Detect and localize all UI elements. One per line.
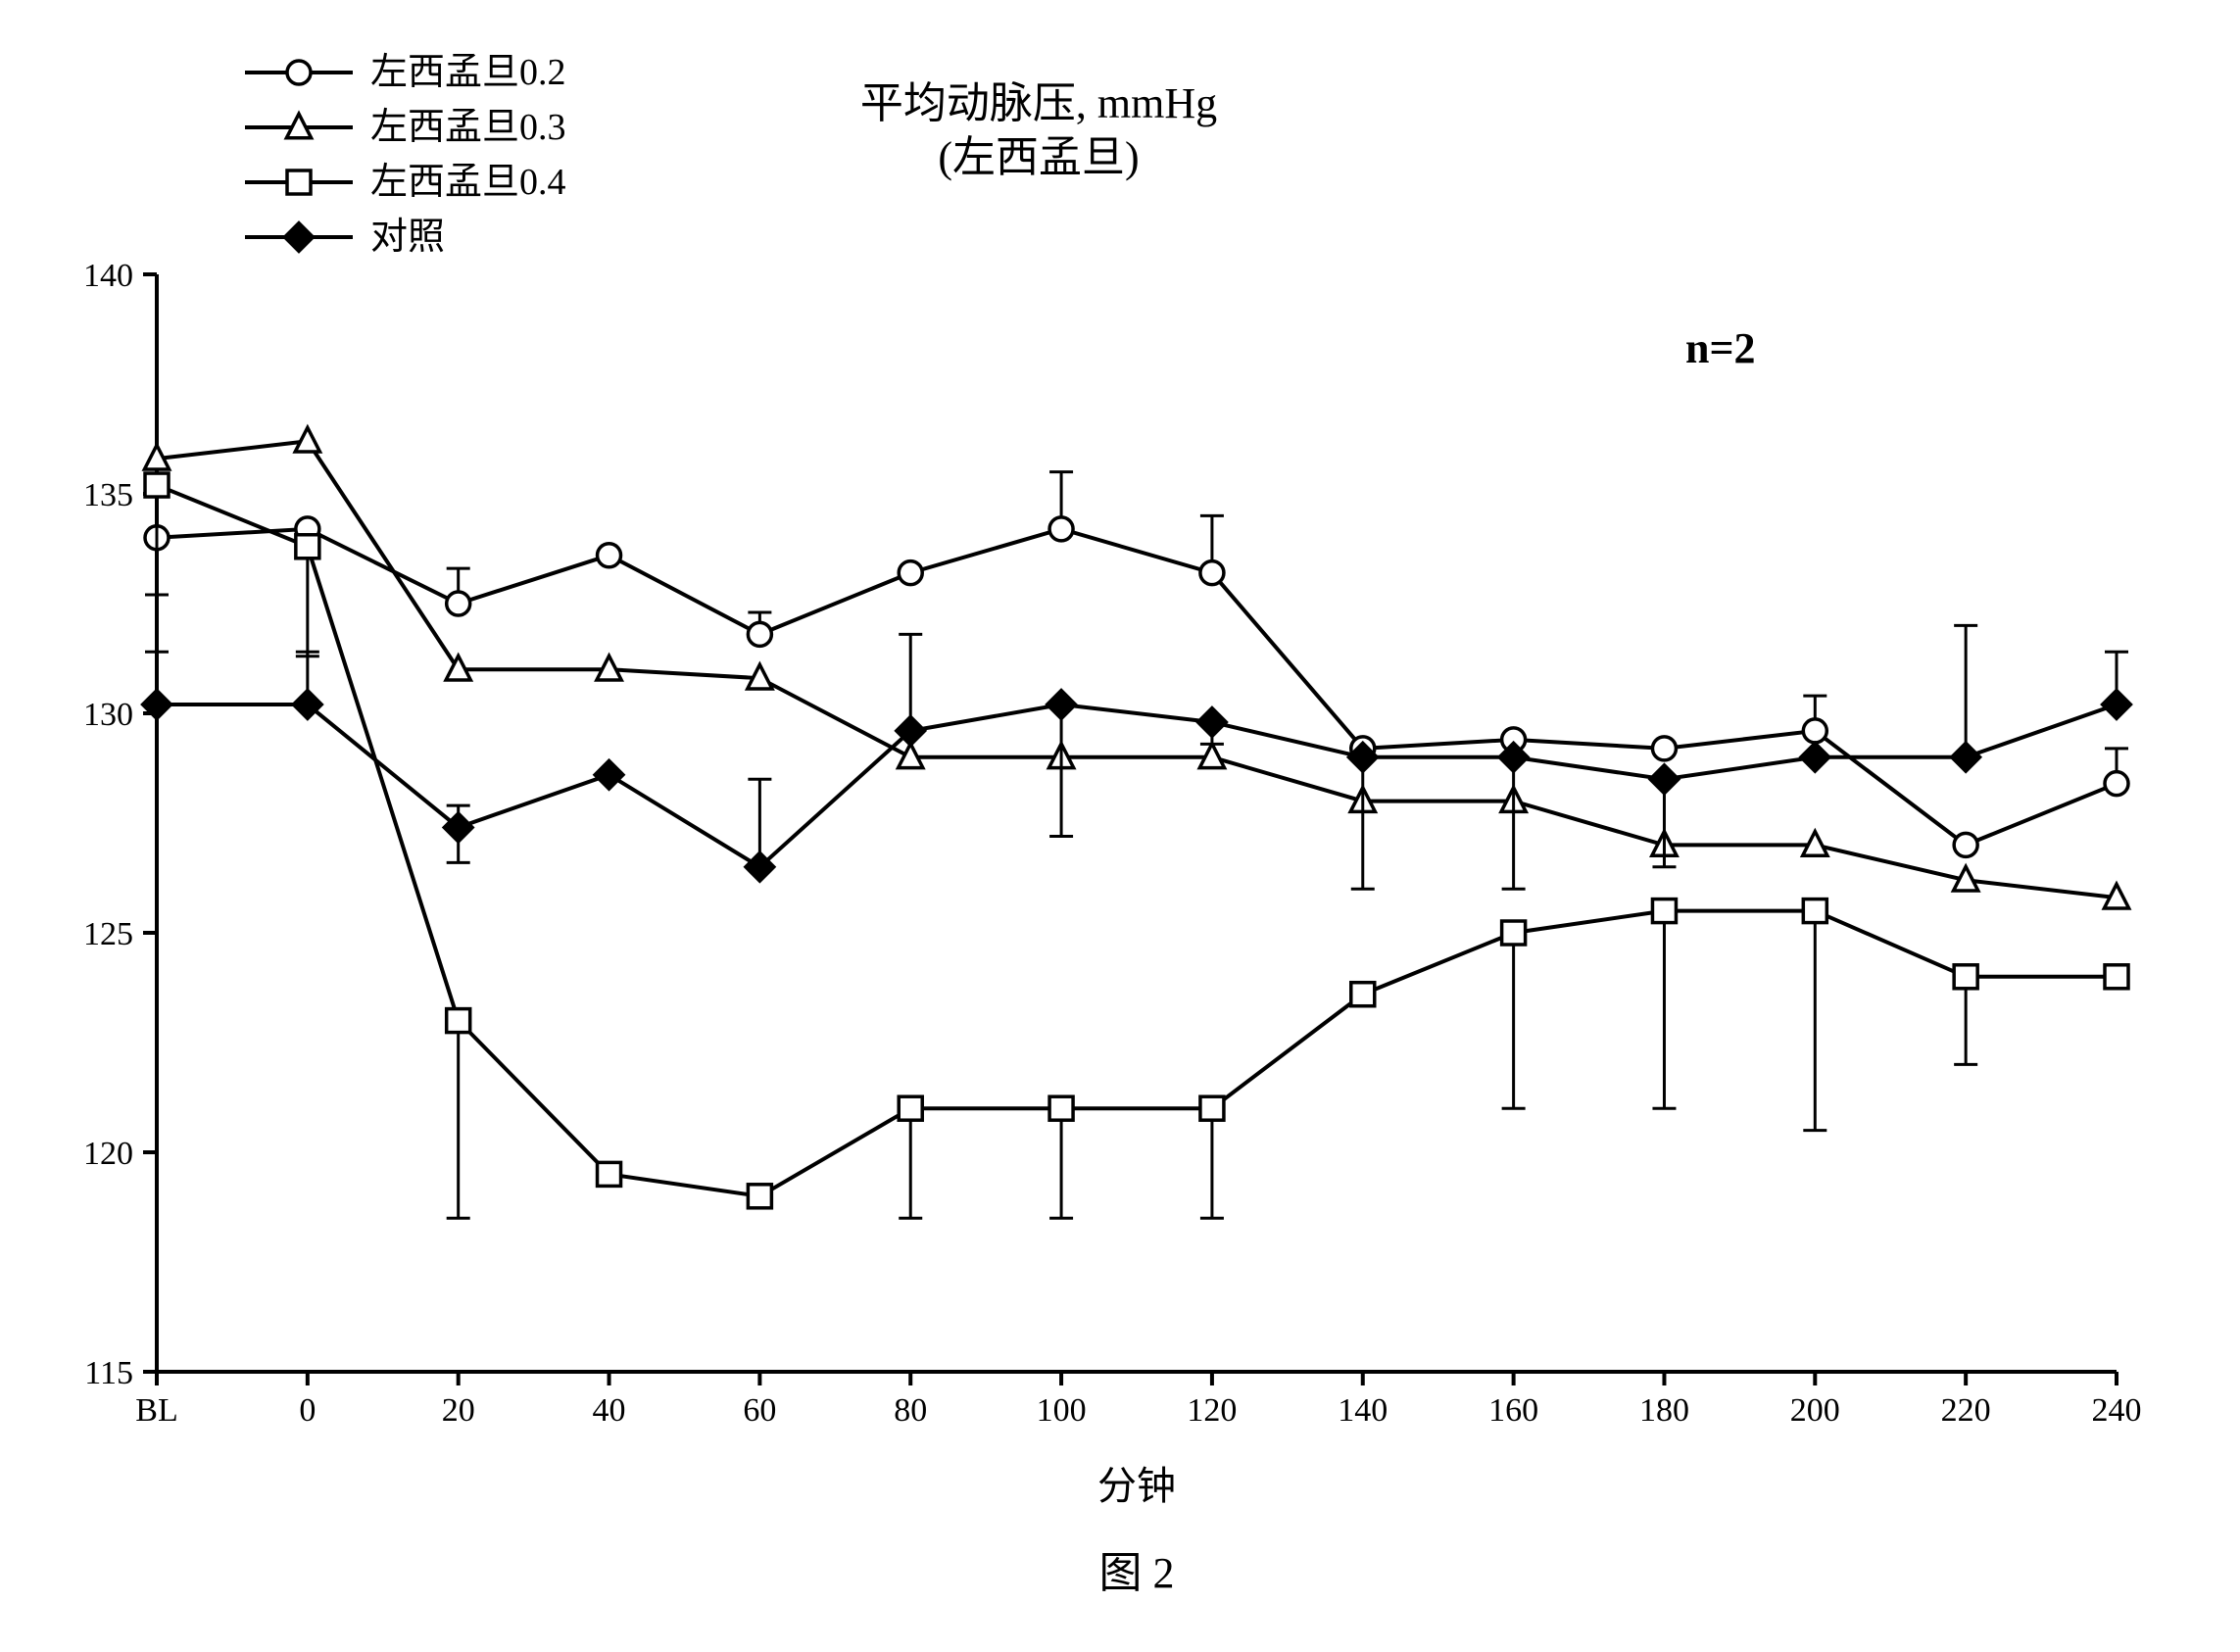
- legend-label: 左西孟旦0.3: [370, 107, 566, 148]
- y-tick-label: 120: [83, 1136, 133, 1172]
- y-tick-label: 140: [83, 258, 133, 294]
- x-tick-label: 100: [1037, 1392, 1087, 1429]
- x-tick-label: 60: [743, 1392, 776, 1429]
- x-tick-label: 140: [1338, 1392, 1388, 1429]
- x-tick-label: 160: [1488, 1392, 1538, 1429]
- x-tick-label: BL: [135, 1392, 177, 1429]
- x-tick-label: 20: [442, 1392, 475, 1429]
- legend-label: 对照: [370, 217, 445, 258]
- x-axis-label: 分钟: [1097, 1464, 1176, 1508]
- x-tick-label: 80: [894, 1392, 927, 1429]
- x-tick-label: 200: [1790, 1392, 1840, 1429]
- y-tick-label: 115: [84, 1355, 133, 1391]
- x-tick-label: 240: [2092, 1392, 2142, 1429]
- y-tick-label: 130: [83, 697, 133, 733]
- x-tick-label: 180: [1639, 1392, 1689, 1429]
- chart-subtitle: (左西孟旦): [938, 133, 1139, 181]
- x-tick-label: 40: [593, 1392, 626, 1429]
- y-tick-label: 135: [83, 477, 133, 513]
- y-tick-label: 125: [83, 916, 133, 952]
- line-chart: 115 120 125 130 135 140 BL 0 20 40 60 80 100 120 140 16…: [39, 39, 2195, 1607]
- figure-caption: 图 2: [1099, 1549, 1175, 1597]
- x-tick-label: 120: [1187, 1392, 1237, 1429]
- legend-label: 左西孟旦0.4: [370, 162, 566, 203]
- x-tick-label: 220: [1941, 1392, 1991, 1429]
- chart-container: 115 120 125 130 135 140 BL 0 20 40 60 80 100 120 140 16…: [39, 39, 2195, 1607]
- x-tick-label: 0: [299, 1392, 316, 1429]
- chart-title: 平均动脉压, mmHg: [860, 79, 1217, 127]
- legend-label: 左西孟旦0.2: [370, 52, 566, 93]
- annotation: n=2: [1685, 324, 1756, 372]
